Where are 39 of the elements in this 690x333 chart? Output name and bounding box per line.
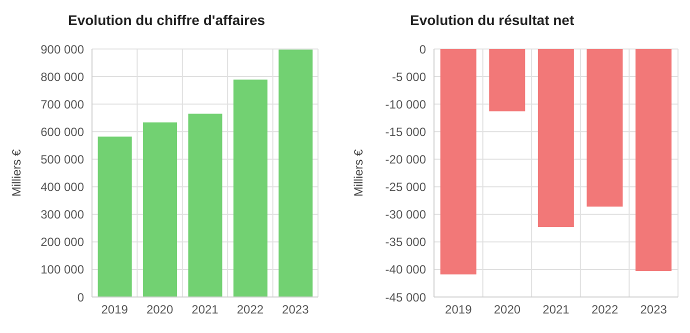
y-tick-label: -15 000 (385, 124, 426, 139)
y-axis-title: Milliers € (9, 149, 24, 197)
bar (143, 122, 178, 297)
y-tick-label: -10 000 (385, 97, 426, 112)
y-tick-label: 900 000 (40, 42, 84, 56)
y-tick-label: -20 000 (385, 152, 426, 166)
y-tick-label: 100 000 (40, 262, 84, 277)
x-tick-label: 2021 (542, 302, 570, 317)
y-tick-label: 500 000 (40, 152, 84, 166)
bar (233, 80, 268, 297)
x-tick-label: 2021 (192, 302, 219, 317)
chart-title: Evolution du résultat net (410, 12, 574, 28)
y-tick-label: 300 000 (40, 208, 84, 222)
x-tick-label: 2023 (640, 302, 668, 317)
y-tick-label: 200 000 (40, 235, 84, 250)
y-tick-label: 700 000 (40, 97, 84, 112)
y-tick-label: 400 000 (40, 180, 84, 194)
x-tick-label: 2022 (236, 302, 264, 317)
x-tick-label: 2020 (494, 302, 521, 317)
chart-title: Evolution du chiffre d'affaires (68, 12, 266, 28)
x-tick-label: 2022 (591, 302, 618, 317)
y-tick-label: -5 000 (392, 70, 426, 84)
bar (278, 50, 313, 297)
y-tick-label: 600 000 (40, 124, 84, 139)
y-tick-label: -35 000 (385, 235, 426, 250)
y-axis-title: Milliers € (351, 149, 366, 197)
x-tick-label: 2019 (445, 302, 472, 317)
y-tick-label: -30 000 (385, 208, 426, 222)
y-tick-label: -40 000 (385, 262, 426, 277)
bar (188, 114, 222, 297)
y-tick-label: 800 000 (40, 70, 84, 84)
x-tick-label: 2020 (146, 302, 174, 317)
y-tick-label: -45 000 (385, 290, 426, 304)
y-tick-label: 0 (419, 42, 426, 56)
y-tick-label: 0 (77, 290, 84, 304)
bar (98, 136, 132, 297)
x-tick-label: 2023 (282, 302, 310, 317)
x-tick-label: 2019 (101, 302, 128, 317)
y-tick-label: -25 000 (385, 180, 426, 194)
